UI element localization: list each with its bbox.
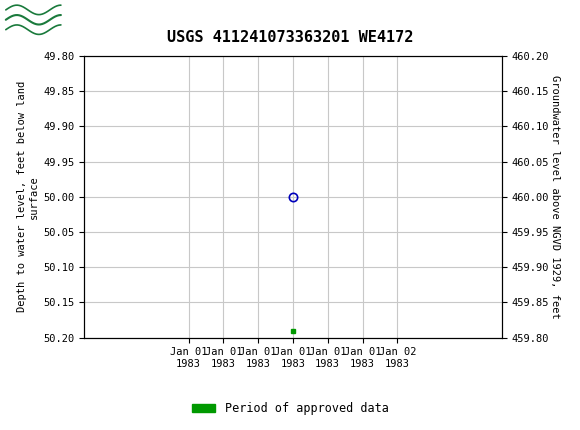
Y-axis label: Depth to water level, feet below land
surface: Depth to water level, feet below land su… bbox=[17, 81, 39, 312]
Text: USGS 411241073363201 WE4172: USGS 411241073363201 WE4172 bbox=[167, 30, 413, 45]
Text: USGS: USGS bbox=[75, 11, 130, 29]
Y-axis label: Groundwater level above NGVD 1929, feet: Groundwater level above NGVD 1929, feet bbox=[550, 75, 560, 319]
FancyBboxPatch shape bbox=[3, 3, 61, 37]
Legend: Period of approved data: Period of approved data bbox=[187, 397, 393, 420]
